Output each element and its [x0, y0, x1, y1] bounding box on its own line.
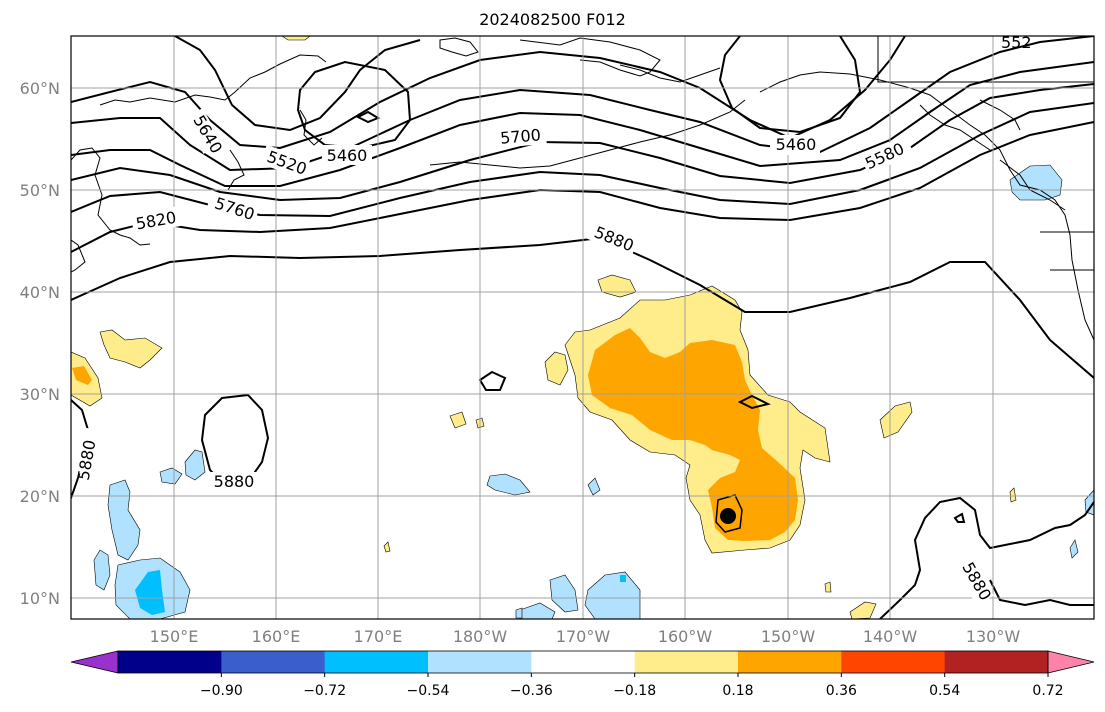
contour-label: 5700: [499, 125, 541, 147]
colorbar-tick-label: 0.72: [1032, 683, 1063, 699]
colorbar-segment: [324, 651, 429, 673]
colorbar-segment: [118, 651, 222, 673]
lon-label: 180°W: [453, 627, 508, 646]
colorbar: −0.90 −0.72 −0.54 −0.36 −0.18 0.18 0.36 0.54 0.7…: [70, 650, 1095, 699]
tropical-cyclone-marker: [715, 494, 743, 533]
colorbar-tick-label: −0.18: [613, 683, 656, 699]
lon-label: 170°W: [556, 627, 611, 646]
lat-label: 10°N: [20, 589, 60, 608]
colorbar-tick-label: 0.36: [826, 683, 857, 699]
lat-label: 40°N: [20, 283, 60, 302]
colorbar-extend-left: [70, 650, 119, 674]
lon-label: 160°E: [252, 627, 301, 646]
colorbar-tick-label: −0.72: [303, 683, 346, 699]
anomaly-shading: [71, 36, 1094, 619]
colorbar-segment: [428, 651, 532, 673]
lat-label: 20°N: [20, 487, 60, 506]
colorbar-segment: [841, 651, 946, 673]
map-border: [70, 35, 1095, 620]
colorbar-tick-label: 0.18: [722, 683, 753, 699]
lon-label: 130°W: [966, 627, 1021, 646]
latitude-labels: 60°N 50°N 40°N 30°N 20°N 10°N: [20, 79, 60, 608]
colorbar-tick-label: 0.54: [929, 683, 960, 699]
lon-label: 160°W: [658, 627, 713, 646]
contour-label-partial: 552: [1001, 33, 1032, 52]
anomaly-orange-main: [588, 328, 798, 541]
lat-label: 60°N: [20, 79, 60, 98]
lat-label: 50°N: [20, 181, 60, 200]
lat-label: 30°N: [20, 385, 60, 404]
contour-label: 5460: [776, 135, 817, 154]
graticule: [71, 36, 1094, 619]
colorbar-tick-label: −0.36: [510, 683, 553, 699]
contour-labels: 5640 5520 5460 5700 5460 5580 5760 5820 …: [74, 33, 1032, 606]
contour-label: 5460: [327, 146, 368, 165]
longitude-labels: 150°E 160°E 170°E 180°W 170°W 160°W 150°…: [150, 627, 1021, 646]
contour-label: 5880: [214, 472, 255, 491]
lon-label: 150°W: [761, 627, 816, 646]
colorbar-segment: [944, 651, 1049, 673]
lon-label: 140°W: [863, 627, 918, 646]
colorbar-segment: [531, 651, 636, 673]
colorbar-tick-label: −0.54: [407, 683, 450, 699]
colorbar-extend-right: [1047, 650, 1095, 674]
colorbar-segment: [738, 651, 842, 673]
map-title: 2024082500 F012: [479, 10, 626, 29]
colorbar-tick-label: −0.90: [200, 683, 243, 699]
colorbar-segment: [634, 651, 739, 673]
colorbar-segment: [221, 651, 326, 673]
map-panel: 5640 5520 5460 5700 5460 5580 5760 5820 …: [71, 33, 1094, 619]
lon-label: 170°E: [354, 627, 403, 646]
colorbar-border: [117, 650, 1049, 674]
lon-label: 150°E: [150, 627, 199, 646]
